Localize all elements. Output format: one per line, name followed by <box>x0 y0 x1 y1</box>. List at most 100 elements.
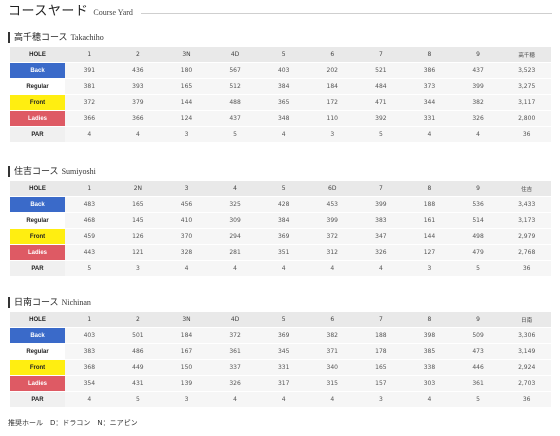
table-cell: 393 <box>113 78 163 95</box>
back-tee-row: Back 391 436 180 567 403 202 521 386 437 3,523 <box>10 62 551 79</box>
table-cell: 188 <box>356 327 406 344</box>
total-cell: 36 <box>502 126 551 143</box>
table-cell: 139 <box>162 375 211 392</box>
total-cell: 3,306 <box>502 327 551 344</box>
row-label: PAR <box>10 260 65 277</box>
table-cell: 484 <box>356 78 406 95</box>
table-cell: 372 <box>65 94 114 111</box>
table-cell: 4 <box>307 260 357 277</box>
table-cell: 2N <box>113 181 163 197</box>
table-cell: 337 <box>210 359 260 376</box>
course-section-takachiho: 高千穂コース Takachiho HOLE 1 2 3N 4D 5 6 7 8 9 高千穂 Back 3… <box>8 31 552 143</box>
table-cell: 326 <box>356 244 406 261</box>
par-row: PAR 4 4 3 5 4 3 5 4 4 36 <box>10 126 551 143</box>
table-cell: 379 <box>113 94 163 111</box>
table-cell: 144 <box>162 94 211 111</box>
table-cell: 172 <box>307 94 357 111</box>
table-cell: 5 <box>453 260 503 277</box>
table-cell: 368 <box>65 359 114 376</box>
table-cell: 3 <box>113 260 163 277</box>
table-cell: 202 <box>307 62 357 79</box>
table-cell: 8 <box>405 47 454 63</box>
table-cell: 488 <box>210 94 260 111</box>
yardage-table: HOLE 1 2 3N 4D 5 6 7 8 9 日南 Back 403 501 184 372 369 382 1… <box>10 312 551 408</box>
table-cell: 410 <box>162 212 211 229</box>
table-cell: 399 <box>356 196 406 213</box>
table-cell: 385 <box>405 343 454 360</box>
course-section-nichinan: 日南コース Nichinan HOLE 1 2 3N 4D 5 6 7 8 9 日南 Back 403 5… <box>8 296 552 408</box>
table-cell: 3N <box>162 47 211 63</box>
table-cell: 5 <box>65 260 114 277</box>
hole-row: HOLE 1 2N 3 4 5 6D 7 8 9 住吉 <box>10 181 551 197</box>
table-cell: 403 <box>259 62 308 79</box>
table-cell: 1 <box>65 181 114 197</box>
ladies-tee-row: Ladies 443 121 328 281 351 312 326 127 479 2,768 <box>10 244 551 261</box>
table-cell: 399 <box>453 78 503 95</box>
table-cell: 373 <box>405 78 454 95</box>
total-cell: 3,149 <box>502 343 551 360</box>
table-cell: 354 <box>65 375 114 392</box>
table-cell: 3 <box>162 181 211 197</box>
row-label: HOLE <box>10 181 65 197</box>
table-cell: 4 <box>259 126 308 143</box>
table-cell: 366 <box>113 110 163 127</box>
table-cell: 391 <box>65 62 114 79</box>
yardage-table: HOLE 1 2 3N 4D 5 6 7 8 9 高千穂 Back 391 436 180 567 403 202… <box>10 47 551 143</box>
back-tee-row: Back 403 501 184 372 369 382 188 398 509 3,306 <box>10 327 551 344</box>
front-tee-row: Front 372 379 144 488 365 172 471 344 382 3,117 <box>10 94 551 111</box>
table-cell: 315 <box>307 375 357 392</box>
table-cell: 178 <box>356 343 406 360</box>
table-cell: 4 <box>65 391 114 408</box>
table-cell: 381 <box>65 78 114 95</box>
table-cell: 3 <box>162 391 211 408</box>
table-cell: 344 <box>405 94 454 111</box>
table-cell: 8 <box>405 181 454 197</box>
table-cell: 121 <box>113 244 163 261</box>
total-cell: 36 <box>502 260 551 277</box>
table-cell: 5 <box>356 126 406 143</box>
table-cell: 437 <box>210 110 260 127</box>
table-cell: 6 <box>307 312 357 328</box>
total-cell: 2,800 <box>502 110 551 127</box>
table-cell: 5 <box>113 391 163 408</box>
table-cell: 365 <box>259 94 308 111</box>
row-label: Regular <box>10 78 65 95</box>
table-cell: 372 <box>210 327 260 344</box>
table-cell: 536 <box>453 196 503 213</box>
row-label: Back <box>10 327 65 344</box>
row-label: Front <box>10 228 65 245</box>
table-cell: 303 <box>405 375 454 392</box>
table-cell: 281 <box>210 244 260 261</box>
table-cell: 161 <box>405 212 454 229</box>
table-cell: 312 <box>307 244 357 261</box>
hole-row: HOLE 1 2 3N 4D 5 6 7 8 9 日南 <box>10 312 551 328</box>
par-row: PAR 5 3 4 4 4 4 4 3 5 36 <box>10 260 551 277</box>
table-cell: 471 <box>356 94 406 111</box>
total-cell: 2,979 <box>502 228 551 245</box>
table-cell: 369 <box>259 228 308 245</box>
table-cell: 9 <box>453 181 503 197</box>
course-name-jp: 高千穂コース <box>14 32 68 43</box>
total-cell: 36 <box>502 391 551 408</box>
table-cell: 5 <box>210 126 260 143</box>
table-cell: 449 <box>113 359 163 376</box>
table-cell: 8 <box>405 312 454 328</box>
table-cell: 383 <box>65 343 114 360</box>
table-cell: 328 <box>162 244 211 261</box>
table-cell: 437 <box>453 62 503 79</box>
table-cell: 157 <box>356 375 406 392</box>
table-cell: 512 <box>210 78 260 95</box>
table-cell: 124 <box>162 110 211 127</box>
front-tee-row: Front 459 126 370 294 369 372 347 144 498 2,979 <box>10 228 551 245</box>
table-cell: 3 <box>307 126 357 143</box>
table-cell: 479 <box>453 244 503 261</box>
table-cell: 1 <box>65 312 114 328</box>
table-cell: 498 <box>453 228 503 245</box>
table-cell: 4 <box>405 126 454 143</box>
total-cell: 3,275 <box>502 78 551 95</box>
table-cell: 9 <box>453 312 503 328</box>
hole-row: HOLE 1 2 3N 4D 5 6 7 8 9 高千穂 <box>10 47 551 63</box>
table-cell: 398 <box>405 327 454 344</box>
row-label: Back <box>10 196 65 213</box>
